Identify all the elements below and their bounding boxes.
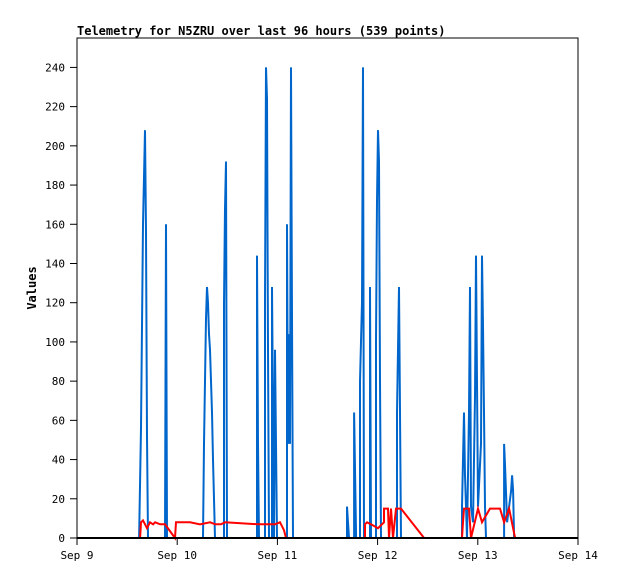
series-line-red: [139, 504, 517, 541]
y-tick-label: 180: [45, 179, 65, 192]
y-tick-label: 0: [58, 532, 65, 545]
y-tick-label: 60: [52, 414, 65, 427]
y-tick-label: 200: [45, 140, 65, 153]
y-tick-label: 240: [45, 61, 65, 74]
y-tick-label: 20: [52, 493, 65, 506]
x-tick-label: Sep 14: [558, 549, 598, 562]
y-tick-label: 140: [45, 257, 65, 270]
y-tick-label: 80: [52, 375, 65, 388]
x-tick-label: Sep 9: [60, 549, 93, 562]
y-tick-label: 160: [45, 218, 65, 231]
x-tick-label: Sep 12: [358, 549, 398, 562]
y-axis-label: Values: [25, 266, 39, 309]
y-tick-label: 100: [45, 336, 65, 349]
y-tick-label: 220: [45, 101, 65, 114]
x-tick-label: Sep 10: [157, 549, 197, 562]
x-tick-label: Sep 13: [458, 549, 498, 562]
series-line-blue: [138, 67, 516, 539]
y-tick-label: 120: [45, 297, 65, 310]
x-tick-label: Sep 11: [258, 549, 298, 562]
plot-frame: [76, 37, 579, 539]
chart-title: Telemetry for N5ZRU over last 96 hours (…: [77, 24, 445, 38]
y-tick-label: 40: [52, 454, 65, 467]
